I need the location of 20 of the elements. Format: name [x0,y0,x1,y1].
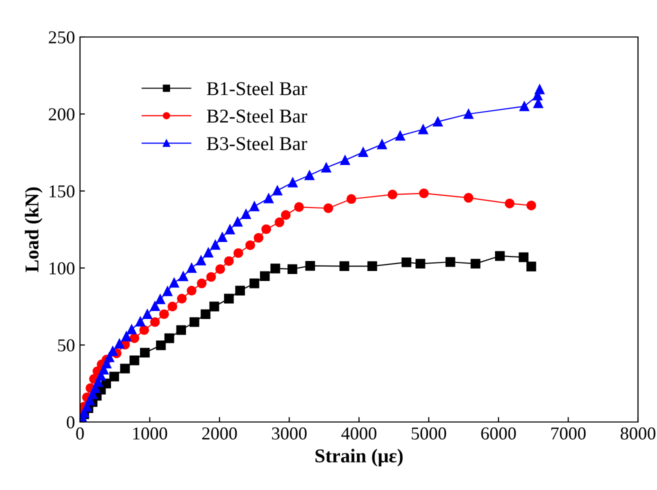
x-tick-label: 8000 [620,427,656,440]
legend-label: B2-Steel Bar [206,109,308,123]
x-tick-label: 6000 [481,427,516,440]
x-tick-label: 2000 [202,427,237,440]
x-axis-title: Strain (με) [316,448,403,466]
y-tick-label: 0 [66,416,74,428]
x-tick-label: 4000 [341,427,376,440]
y-tick-label: 150 [50,185,74,198]
legend-label: B3-Steel Bar [206,136,308,150]
x-tick-label: 1000 [133,427,168,440]
y-tick-label: 250 [48,31,74,44]
y-tick-label: 50 [58,339,74,352]
x-tick-label: 0 [76,427,84,440]
y-tick-label: 200 [48,108,74,120]
y-axis-title: Load (kN) [24,187,42,272]
x-tick-label: 5000 [412,427,446,440]
x-tick-label: 7000 [551,427,586,440]
legend-label: B1-Steel Bar [206,82,308,96]
x-tick-label: 3000 [272,427,307,440]
y-tick-label: 100 [50,262,74,274]
